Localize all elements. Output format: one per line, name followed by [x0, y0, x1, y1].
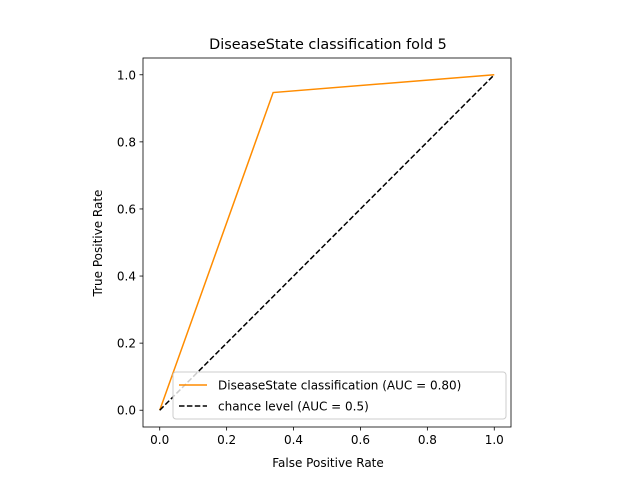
y-axis: 0.0 0.2 0.4 0.6 0.8 1.0 [117, 68, 143, 418]
x-tick-label: 0.2 [217, 433, 236, 447]
x-tick-label: 1.0 [485, 433, 504, 447]
y-tick-label: 0.6 [117, 202, 136, 216]
legend-label-roc: DiseaseState classification (AUC = 0.80) [218, 379, 461, 393]
legend-label-chance: chance level (AUC = 0.5) [218, 400, 369, 414]
y-tick-label: 0.0 [117, 404, 136, 418]
y-tick-label: 0.2 [117, 337, 136, 351]
x-tick-label: 0.0 [150, 433, 169, 447]
y-tick-label: 0.4 [117, 270, 136, 284]
x-tick-label: 0.6 [351, 433, 370, 447]
legend-box [172, 371, 507, 420]
x-tick-label: 0.8 [418, 433, 437, 447]
plot-area [159, 74, 495, 411]
y-tick-label: 0.8 [117, 135, 136, 149]
x-tick-label: 0.4 [284, 433, 303, 447]
legend: DiseaseState classification (AUC = 0.80)… [172, 371, 507, 420]
y-axis-label: True Positive Rate [91, 190, 105, 298]
roc-curve-line [159, 74, 495, 411]
axes-frame [142, 57, 512, 428]
x-axis-label: False Positive Rate [272, 456, 384, 470]
chart-title: DiseaseState classification fold 5 [209, 37, 447, 53]
x-axis: 0.0 0.2 0.4 0.6 0.8 1.0 [150, 427, 504, 447]
y-tick-label: 1.0 [117, 68, 136, 82]
